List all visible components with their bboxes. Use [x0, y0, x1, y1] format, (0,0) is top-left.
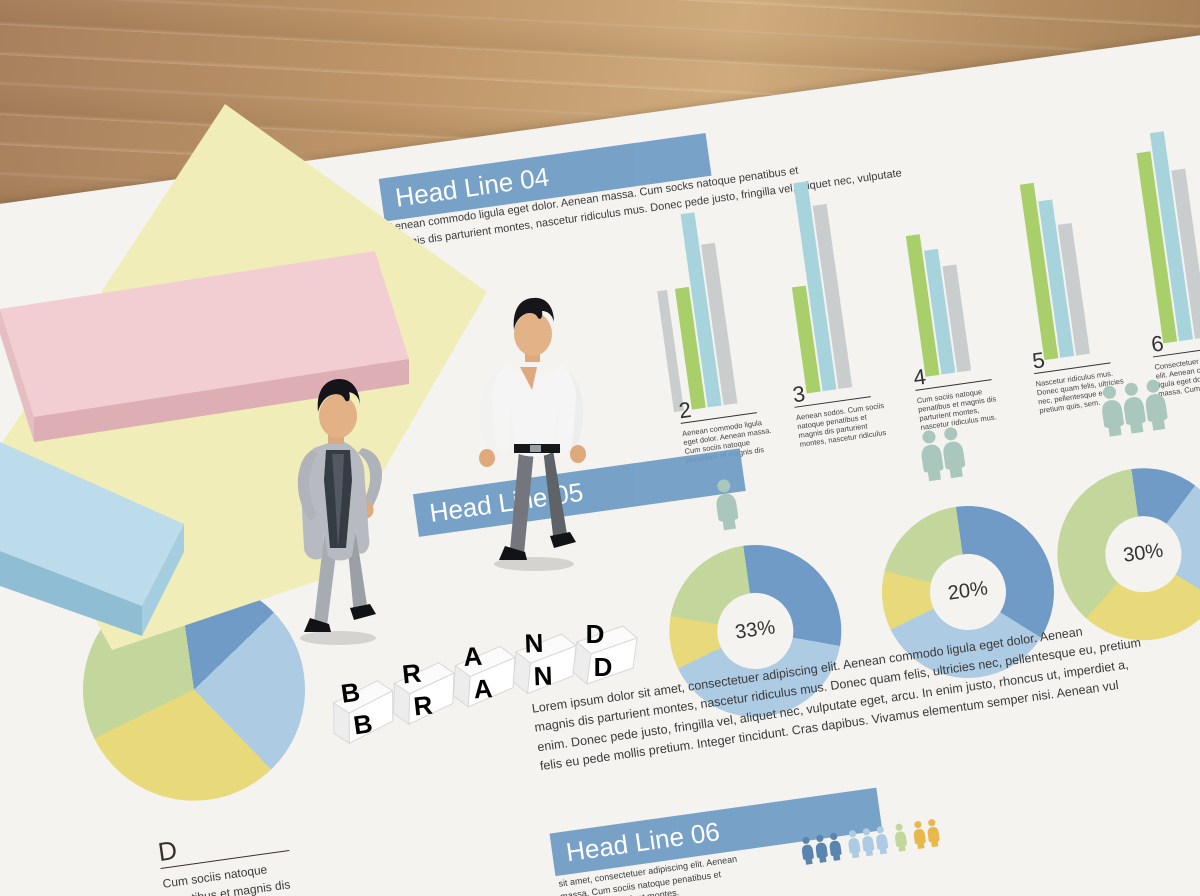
svg-text:B: B	[339, 677, 362, 709]
svg-text:A: A	[473, 673, 494, 704]
svg-text:N: N	[533, 661, 553, 692]
svg-text:D: D	[594, 652, 613, 682]
svg-text:N: N	[524, 628, 544, 659]
svg-text:A: A	[462, 641, 483, 672]
svg-text:R: R	[401, 658, 423, 690]
svg-text:R: R	[412, 690, 434, 722]
svg-text:D: D	[586, 619, 605, 649]
